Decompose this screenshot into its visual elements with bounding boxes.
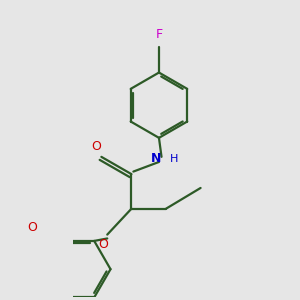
Text: O: O [91,140,101,153]
Text: H: H [170,154,178,164]
Text: F: F [155,28,163,41]
Text: N: N [151,152,161,165]
Text: O: O [98,238,108,251]
Text: O: O [27,221,37,234]
